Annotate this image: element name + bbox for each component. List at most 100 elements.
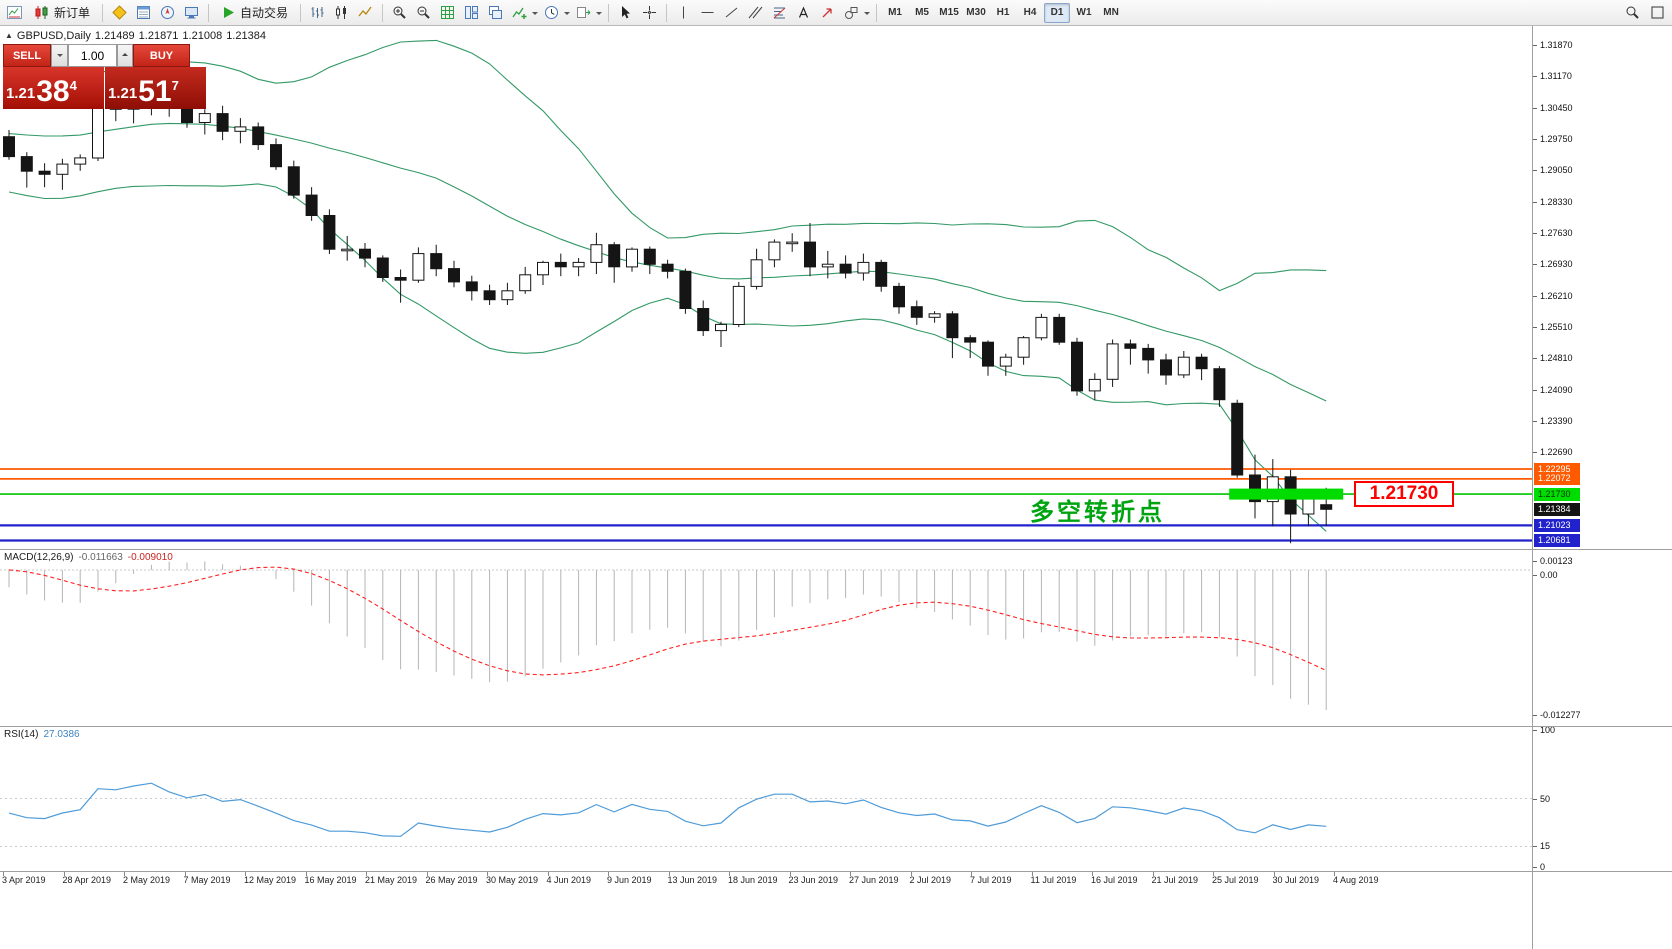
- vertical-line-tool-button[interactable]: [672, 2, 695, 24]
- sell-button[interactable]: SELL: [3, 44, 51, 67]
- timeframe-h4-button[interactable]: H4: [1023, 7, 1037, 18]
- price-chart-canvas[interactable]: [0, 26, 1532, 549]
- line-chart-button[interactable]: [354, 2, 377, 24]
- axis-tick-mark: [1533, 138, 1537, 140]
- shapes-tool-button[interactable]: [840, 2, 863, 24]
- time-axis-tick-mark: [184, 872, 186, 876]
- toolbar-separator: [608, 3, 610, 22]
- time-axis-label: 30 May 2019: [486, 875, 539, 885]
- rsi-canvas[interactable]: [0, 726, 1532, 871]
- one-click-trading-panel: SELL BUY 1.21 38 4 1.21 51 7: [3, 44, 206, 109]
- candle-body: [768, 241, 781, 261]
- volume-increase-button[interactable]: [117, 44, 133, 67]
- expand-chart-button[interactable]: [1646, 2, 1669, 24]
- time-axis-tick-mark: [245, 872, 246, 876]
- trendline-tool-button[interactable]: [720, 2, 743, 24]
- candle-body: [1035, 316, 1048, 339]
- price-axis-tick: 1.22690: [1540, 446, 1573, 457]
- panel-collapse-icon[interactable]: ▲: [5, 31, 13, 40]
- candle-body: [537, 261, 549, 276]
- navigator-button[interactable]: [156, 2, 179, 24]
- volume-dropdown-button[interactable]: [51, 44, 68, 67]
- cursor-button[interactable]: [614, 2, 637, 24]
- zoom-in-button[interactable]: [388, 2, 411, 24]
- candle-body: [234, 126, 247, 132]
- time-axis-label: 12 May 2019: [244, 875, 297, 885]
- bar-chart-button[interactable]: [306, 2, 329, 24]
- templates-dropdown-icon[interactable]: [596, 12, 603, 18]
- buy-price-display[interactable]: 1.21 51 7: [105, 67, 206, 109]
- candlestick-chart-button[interactable]: [330, 2, 353, 24]
- periods-dropdown-icon[interactable]: [564, 12, 571, 18]
- timeframe-d1-button[interactable]: D1: [1044, 2, 1071, 23]
- time-axis-label: 25 Jul 2019: [1212, 875, 1259, 885]
- price-axis-tick: 1.23390: [1540, 415, 1573, 426]
- buy-button[interactable]: BUY: [133, 44, 190, 67]
- time-axis-label: 11 Jul 2019: [1030, 875, 1077, 885]
- chart-window-icon[interactable]: [3, 2, 26, 24]
- timeframe-m5-button[interactable]: M5: [915, 7, 929, 18]
- time-axis-tick-mark: [1273, 872, 1275, 876]
- text-tool-button[interactable]: [792, 2, 815, 24]
- arrows-tool-button[interactable]: [816, 2, 839, 24]
- support-zone-highlight[interactable]: [1229, 488, 1344, 500]
- timeframe-h1-button[interactable]: H1: [996, 7, 1010, 18]
- candle-body: [1160, 359, 1172, 376]
- timeframe-m15-button[interactable]: M15: [939, 7, 959, 18]
- time-axis-tick-mark: [971, 872, 972, 876]
- shapes-dropdown-icon[interactable]: [864, 12, 871, 18]
- terminal-button[interactable]: [180, 2, 203, 24]
- axis-tick-mark: [1533, 420, 1537, 422]
- indicators-button[interactable]: [508, 2, 531, 24]
- price-axis[interactable]: 1.31870 1.31170 1.30450 1.29750 1.29050 1.283…: [1532, 26, 1672, 949]
- data-window-button[interactable]: [132, 2, 155, 24]
- price-callout-label[interactable]: 1.21730: [1354, 481, 1454, 507]
- new-order-label: 新订单: [54, 6, 91, 20]
- macd-name: MACD(12,26,9): [4, 552, 74, 563]
- price-axis-tick: 1.24090: [1540, 384, 1573, 395]
- time-axis[interactable]: 3 Apr 2019 28 Apr 2019 2 May 2019 7 May 201…: [0, 872, 1532, 888]
- time-axis-tick-mark: [547, 872, 549, 876]
- sell-price-display[interactable]: 1.21 38 4: [3, 67, 104, 109]
- macd-label: MACD(12,26,9) -0.011663 -0.009010: [4, 552, 178, 563]
- candle-body: [501, 290, 514, 301]
- price-axis-tick: 1.28330: [1540, 196, 1573, 207]
- grid-button[interactable]: [436, 2, 459, 24]
- timeframe-m1-button[interactable]: M1: [888, 7, 902, 18]
- candle-body: [3, 136, 15, 158]
- time-axis-tick-mark: [1152, 872, 1154, 876]
- new-order-button[interactable]: 新订单: [27, 2, 97, 24]
- periods-button[interactable]: [540, 2, 563, 24]
- candle-body: [982, 341, 994, 367]
- timeframe-mn-button[interactable]: MN: [1103, 7, 1119, 18]
- candle-body: [590, 244, 603, 263]
- horizontal-line-tool-button[interactable]: [696, 2, 719, 24]
- cascade-windows-button[interactable]: [484, 2, 507, 24]
- crosshair-button[interactable]: [638, 2, 661, 24]
- volume-input[interactable]: [68, 44, 117, 67]
- time-axis-tick-mark: [63, 872, 65, 876]
- auto-trading-button[interactable]: 自动交易: [214, 2, 295, 24]
- candle-body: [519, 274, 532, 292]
- tile-windows-button[interactable]: [460, 2, 483, 24]
- time-axis-tick-mark: [487, 872, 488, 876]
- market-watch-button[interactable]: [108, 2, 131, 24]
- time-axis-tick-mark: [608, 872, 609, 876]
- axis-tick-mark: [1533, 867, 1537, 868]
- symbol-search-button[interactable]: [1621, 2, 1644, 24]
- candle-body: [270, 144, 282, 168]
- fibonacci-tool-button[interactable]: [768, 2, 791, 24]
- indicators-dropdown-icon[interactable]: [532, 12, 539, 18]
- rsi-panel: RSI(14) 27.0386: [0, 726, 1532, 871]
- templates-button[interactable]: [572, 2, 595, 24]
- time-axis-tick-mark: [910, 872, 912, 876]
- timeframe-w1-button[interactable]: W1: [1076, 7, 1092, 18]
- time-axis-label: 16 May 2019: [304, 875, 357, 885]
- macd-canvas[interactable]: [0, 549, 1532, 726]
- panel-separator[interactable]: [0, 726, 1672, 727]
- panel-separator[interactable]: [0, 549, 1672, 550]
- channel-tool-button[interactable]: [744, 2, 767, 24]
- zoom-out-button[interactable]: [412, 2, 435, 24]
- timeframe-m30-button[interactable]: M30: [966, 7, 986, 18]
- candle-body: [376, 257, 389, 278]
